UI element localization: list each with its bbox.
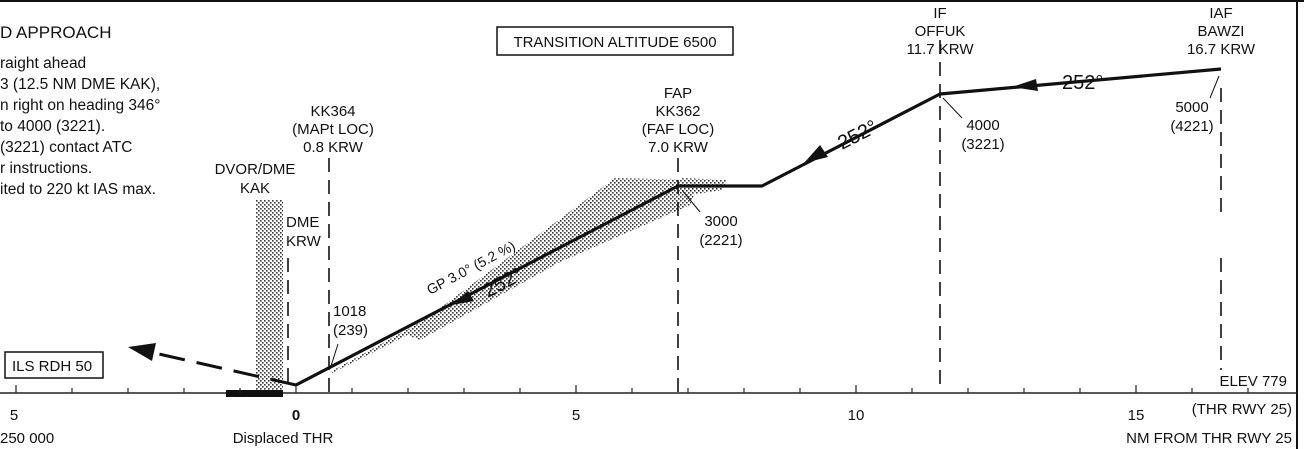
svg-text:11.7 KRW: 11.7 KRW — [907, 41, 975, 58]
svg-text:3 (12.5 NM DME KAK),: 3 (12.5 NM DME KAK), — [0, 76, 160, 93]
scale-label: 250 000 — [0, 430, 54, 447]
missed-approach-path — [149, 350, 297, 387]
axis-ticks: 5 0 5 10 15 — [10, 385, 1249, 424]
svg-text:3000: 3000 — [704, 213, 737, 230]
svg-text:r instructions.: r instructions. — [0, 160, 92, 177]
mapt-fix-label: KK364 (MAPt LOC) 0.8 KRW — [292, 103, 374, 156]
svg-text:BAWZI: BAWZI — [1198, 23, 1245, 40]
iaf-fix-label: IAF BAWZI 16.7 KRW — [1187, 5, 1256, 58]
dvor-ident: KAK — [240, 180, 270, 197]
svg-text:(MAPt LOC): (MAPt LOC) — [292, 121, 374, 138]
mapt-altitude: 1018 (239) — [333, 303, 368, 339]
svg-text:1018: 1018 — [333, 303, 366, 320]
svg-text:0.8 KRW: 0.8 KRW — [303, 139, 364, 156]
fap-altitude-leader — [681, 189, 701, 213]
svg-text:n right on heading 346°: n right on heading 346° — [0, 97, 160, 114]
svg-text:ited to 220 kt IAS max.: ited to 220 kt IAS max. — [0, 181, 156, 198]
svg-text:KK362: KK362 — [655, 103, 700, 120]
transition-altitude-box — [496, 26, 734, 56]
glidepath-protection-area-wide — [405, 178, 700, 340]
approach-flight-path — [295, 67, 1222, 387]
dvor-label: DVOR/DME — [215, 161, 296, 178]
rdh-box — [4, 351, 104, 379]
mapt-altitude-leader — [330, 343, 339, 367]
svg-text:raight ahead: raight ahead — [0, 55, 86, 72]
svg-text:OFFUK: OFFUK — [915, 23, 966, 40]
iaf-altitude-leader — [1209, 75, 1220, 99]
elevation-ref-label: (THR RWY 25) — [1192, 401, 1292, 418]
svg-text:FAP: FAP — [664, 85, 692, 102]
dme-ident: KRW — [286, 233, 322, 250]
axis-tick-label: 0 — [292, 407, 300, 424]
axis-tick-label: 5 — [10, 407, 18, 424]
svg-text:KK364: KK364 — [310, 103, 355, 120]
svg-text:16.7 KRW: 16.7 KRW — [1187, 41, 1256, 58]
rdh-label: ILS RDH 50 — [12, 358, 92, 375]
svg-text:7.0 KRW: 7.0 KRW — [648, 139, 709, 156]
svg-text:(FAF LOC): (FAF LOC) — [642, 121, 715, 138]
if-fix-label: IF OFFUK 11.7 KRW — [907, 5, 975, 58]
svg-text:(239): (239) — [333, 322, 368, 339]
course-arrow-iaf-if — [1012, 79, 1038, 91]
course-label-if: 252° — [834, 116, 881, 154]
svg-text:(3221) contact ATC: (3221) contact ATC — [0, 139, 132, 156]
x-axis-label: NM FROM THR RWY 25 — [1126, 430, 1292, 447]
if-altitude-leader — [942, 97, 963, 119]
svg-text:5000: 5000 — [1175, 99, 1208, 116]
transition-altitude-label: TRANSITION ALTITUDE 6500 — [513, 34, 716, 51]
missed-approach-text: raight ahead 3 (12.5 NM DME KAK), n righ… — [0, 55, 160, 198]
elevation-label: ELEV 779 — [1219, 373, 1287, 390]
svg-text:(2221): (2221) — [699, 232, 742, 249]
dvor-kak-column — [256, 200, 283, 390]
iaf-altitude: 5000 (4221) — [1170, 99, 1213, 135]
axis-tick-label: 10 — [848, 407, 865, 424]
threshold-label: Displaced THR — [233, 430, 334, 447]
svg-text:(4221): (4221) — [1170, 118, 1213, 135]
svg-text:(3221): (3221) — [961, 136, 1004, 153]
fap-altitude: 3000 (2221) — [699, 213, 742, 249]
svg-text:IF: IF — [933, 5, 946, 22]
course-arrow-glidepath — [452, 291, 474, 305]
svg-text:to 4000 (3221).: to 4000 (3221). — [0, 118, 105, 135]
dme-label: DME — [286, 214, 319, 231]
chart-title: D APPROACH — [0, 23, 111, 42]
axis-tick-label: 5 — [572, 407, 580, 424]
svg-text:4000: 4000 — [966, 117, 999, 134]
fap-fix-label: FAP KK362 (FAF LOC) 7.0 KRW — [642, 85, 715, 156]
course-label-iaf: 252° — [1062, 72, 1103, 94]
runway-bar — [226, 390, 283, 397]
if-altitude: 4000 (3221) — [961, 117, 1004, 153]
axis-tick-label: 15 — [1128, 407, 1145, 424]
course-arrow-if-fap — [804, 145, 828, 163]
svg-text:IAF: IAF — [1209, 5, 1232, 22]
missed-approach-arrowhead — [128, 343, 156, 361]
